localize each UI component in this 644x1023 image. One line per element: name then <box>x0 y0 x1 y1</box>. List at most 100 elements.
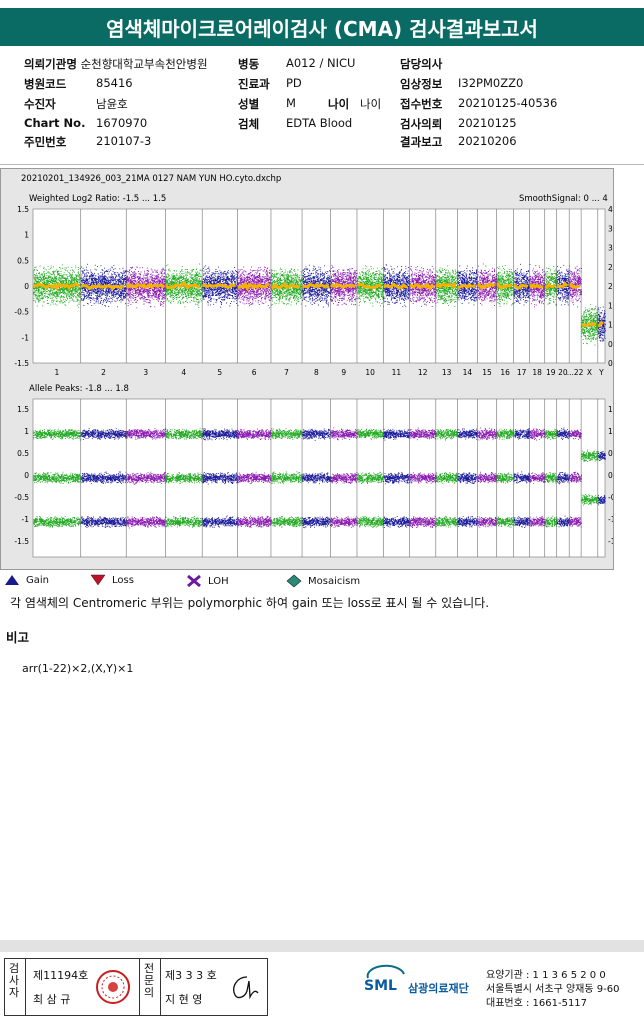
top-right-tick: 3.5 <box>608 224 613 233</box>
log2-points-chr-11 <box>383 264 411 308</box>
allele-points-chr-14 <box>457 428 479 528</box>
org-name: 삼광의료재단 <box>408 982 469 995</box>
top-left-tick: 0.5 <box>17 256 29 265</box>
allele-points-chr-Y <box>597 451 606 506</box>
top-right-tick: 2.5 <box>608 263 613 272</box>
top-left-tick: 0 <box>24 282 29 291</box>
sml-logo-icon <box>366 964 405 979</box>
legend-gain: Gain <box>4 574 49 586</box>
sex-value: M <box>286 96 296 110</box>
examiner-no: 제11194호 <box>33 969 89 982</box>
gain-triangle-icon <box>5 575 19 585</box>
allele-points-chr-2 <box>80 427 128 529</box>
specialist-name: 지 현 영 <box>165 993 203 1006</box>
bottom-right-tick: 0.5 <box>608 449 613 458</box>
allele-points-chr-1 <box>33 428 82 528</box>
loh-cross-icon <box>187 574 201 588</box>
chr-label-13: 13 <box>442 368 452 377</box>
top-left-tick: -1 <box>22 333 30 342</box>
specialist-label: 전문의 <box>143 962 155 999</box>
allele-points-chr-12 <box>409 427 437 528</box>
bottom-left-tick: 0.5 <box>17 449 29 458</box>
smooth-signal-chr-X <box>580 322 597 327</box>
top-left-tick: 1.5 <box>17 205 29 214</box>
ward-label: 병동 <box>238 57 260 71</box>
cma-plot: 20210201_134926_003_21MA 0127 NAM YUN HO… <box>0 168 623 570</box>
top-panel-title: Weighted Log2 Ratio: -1.5 ... 1.5 <box>29 194 166 204</box>
chr-label-20: 20 <box>558 368 568 377</box>
smooth-signal-chr-8 <box>301 282 330 289</box>
legend-loss: Loss <box>90 574 134 586</box>
clinical-value: I32PM0ZZ0 <box>458 76 524 90</box>
smooth-signal-chr-20 <box>555 281 569 289</box>
report-title: 염색체마이크로어레이검사 (CMA) 검사결과보고서 <box>0 8 644 46</box>
smooth-signal-chr-16 <box>495 282 513 290</box>
top-left-tick: 1 <box>24 231 29 240</box>
chart-value: 1670970 <box>96 116 148 130</box>
allele-points-chr-15 <box>477 427 498 528</box>
specialist-no: 제3 3 3 호 <box>165 969 217 982</box>
bottom-right-tick: 0 <box>608 471 613 480</box>
chr-label-18: 18 <box>532 368 542 377</box>
smooth-signal-chr-...22 <box>568 282 580 289</box>
bottom-left-tick: 1 <box>24 427 29 436</box>
dept-value: PD <box>286 76 302 90</box>
plot-filename: 20210201_134926_003_21MA 0127 NAM YUN HO… <box>21 174 281 184</box>
bottom-left-tick: 0 <box>24 471 29 480</box>
receipt-value: 20210125-40536 <box>458 96 558 110</box>
chr-label-2: 2 <box>101 368 106 377</box>
smooth-signal-chr-15 <box>476 281 496 290</box>
institution-label: 의뢰기관명 <box>24 57 77 71</box>
report-label: 결과보고 <box>400 135 443 149</box>
chart-label: Chart No. <box>24 116 86 130</box>
hospital-code-value: 85416 <box>96 76 133 90</box>
allele-points-chr-8 <box>302 428 332 529</box>
allele-points-chr-4 <box>165 427 203 528</box>
chr-label-3: 3 <box>143 368 148 377</box>
receipt-label: 접수번호 <box>400 97 443 111</box>
specimen-value: EDTA Blood <box>286 116 353 130</box>
order-label: 주민번호 <box>24 135 67 149</box>
smooth-signal-chr-17 <box>512 283 528 290</box>
legend-loss-label: Loss <box>112 574 134 586</box>
age-value: 나이 <box>360 97 382 111</box>
request-value: 20210125 <box>458 116 517 130</box>
allele-points-chr-10 <box>357 428 385 528</box>
top-right-tick: 1.5 <box>608 301 613 310</box>
clinical-label: 임상정보 <box>400 77 443 91</box>
signature-box: 검사자 제11194호 최 삼 규 전문의 제3 3 3 호 지 현 영 <box>4 958 268 1016</box>
bottom-left-tick: -1 <box>22 515 30 524</box>
top-right-tick: 3 <box>608 244 613 253</box>
bottom-right-tick: -1.5 <box>608 537 613 546</box>
smooth-signal-chr-12 <box>408 282 435 292</box>
order-value: 210107-3 <box>96 134 152 148</box>
org-address: 서울특별시 서초구 양재동 9-60 <box>486 984 620 995</box>
bottom-panel-title: Allele Peaks: -1.8 ... 1.8 <box>29 384 129 394</box>
chr-label-Y: Y <box>598 368 604 377</box>
allele-peaks-panel <box>32 398 606 558</box>
ward-value: A012 / NICU <box>286 56 356 70</box>
chr-label-1: 1 <box>55 368 60 377</box>
smooth-signal-chr-11 <box>382 282 408 290</box>
smooth-signal-chr-9 <box>329 282 356 289</box>
request-label: 검사의뢰 <box>400 117 443 131</box>
smooth-signal-chr-19 <box>544 282 556 290</box>
organization-block: SML 삼광의료재단 요양기관 : 1 1 3 6 5 2 0 0 서울특별시 … <box>362 960 642 1016</box>
smooth-signal-chr-Y <box>597 320 604 328</box>
allele-points-chr-18 <box>529 428 546 527</box>
bottom-right-tick: -0.5 <box>608 493 613 502</box>
chr-label-6: 6 <box>252 368 257 377</box>
top-right-tick: 4 <box>608 205 613 214</box>
bottom-left-tick: -0.5 <box>14 493 29 502</box>
examiner-name: 최 삼 규 <box>33 993 71 1006</box>
cma-plot-svg: 20210201_134926_003_21MA 0127 NAM YUN HO… <box>14 174 623 558</box>
loss-triangle-icon <box>90 574 106 586</box>
bottom-left-tick: 1.5 <box>17 405 29 414</box>
top-right-tick: 0 <box>608 359 613 368</box>
chr-label-16: 16 <box>500 368 510 377</box>
smooth-signal-chr-2 <box>80 283 125 291</box>
smooth-signal-chr-6 <box>237 281 270 292</box>
legend-mosaic-label: Mosaicism <box>308 575 361 587</box>
bottom-right-tick: 1 <box>608 427 613 436</box>
legend-loh-label: LOH <box>208 575 229 587</box>
